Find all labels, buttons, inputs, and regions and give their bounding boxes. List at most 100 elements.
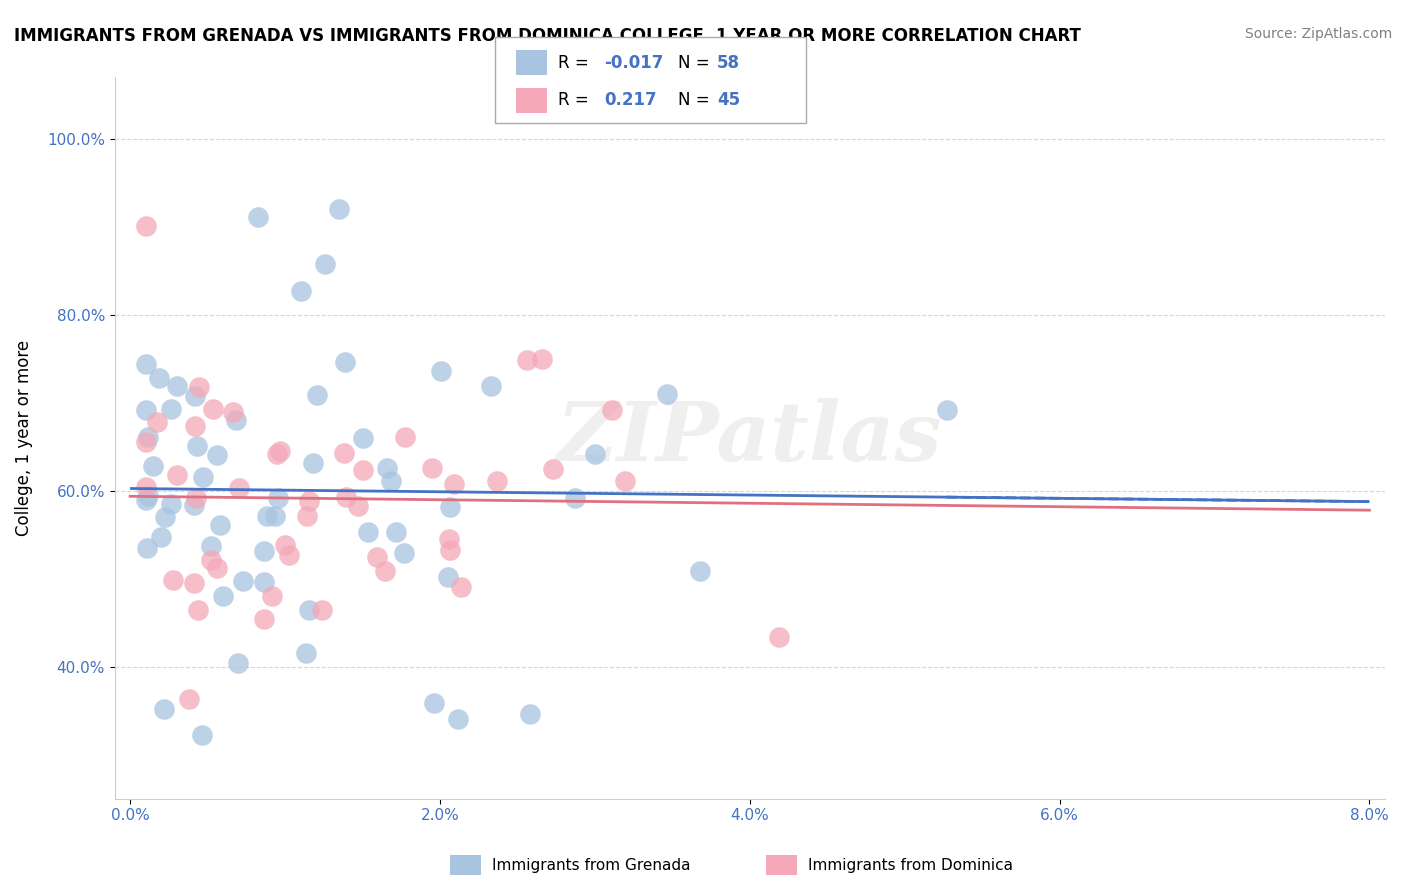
Point (564, 491, 586, 506)
Point (423, 696, 446, 710)
Point (262, 589, 284, 603)
Point (613, 475, 636, 489)
Text: 45: 45 (717, 91, 740, 110)
Point (135, 480, 157, 494)
Point (269, 444, 291, 458)
Point (311, 603, 333, 617)
Point (225, 413, 247, 427)
Point (443, 476, 465, 491)
Point (202, 401, 225, 416)
Point (375, 460, 398, 475)
Point (266, 491, 288, 505)
Point (256, 509, 278, 524)
Point (689, 564, 711, 578)
Point (305, 387, 328, 401)
Text: R =: R = (558, 91, 595, 110)
Point (352, 431, 374, 445)
Point (295, 646, 318, 660)
Point (394, 546, 416, 560)
Point (153, 510, 176, 524)
Point (430, 364, 453, 378)
Point (205, 561, 228, 575)
Point (152, 702, 174, 716)
Text: Source: ZipAtlas.com: Source: ZipAtlas.com (1244, 27, 1392, 41)
Point (228, 481, 250, 495)
Text: 58: 58 (717, 54, 740, 71)
Point (190, 728, 212, 742)
Point (439, 500, 461, 515)
Point (193, 470, 215, 484)
Point (135, 219, 157, 234)
Point (266, 447, 288, 461)
Point (228, 657, 250, 671)
Point (160, 497, 183, 511)
Point (481, 379, 503, 393)
Point (253, 575, 276, 590)
Point (184, 418, 207, 433)
Text: 0.217: 0.217 (605, 91, 657, 110)
Point (200, 539, 222, 553)
Point (277, 548, 299, 562)
Point (149, 530, 172, 544)
Point (380, 474, 402, 488)
Point (437, 532, 460, 546)
Point (232, 574, 254, 588)
Point (768, 630, 790, 644)
Point (162, 573, 184, 587)
Point (447, 712, 470, 726)
Point (655, 387, 678, 401)
Point (135, 403, 157, 417)
Point (439, 543, 461, 558)
Point (600, 403, 623, 417)
Point (209, 517, 232, 532)
Point (160, 402, 183, 417)
Text: N =: N = (678, 54, 714, 71)
Point (187, 602, 209, 616)
Point (486, 475, 509, 489)
Point (247, 210, 270, 224)
Point (211, 590, 233, 604)
Y-axis label: College, 1 year or more: College, 1 year or more (15, 340, 32, 536)
Point (290, 285, 312, 299)
Point (437, 570, 460, 584)
Point (314, 257, 336, 271)
Point (253, 612, 276, 626)
Point (222, 405, 245, 419)
Point (184, 389, 207, 403)
Point (183, 575, 205, 590)
Point (420, 461, 443, 475)
Text: Immigrants from Dominica: Immigrants from Dominica (808, 858, 1014, 872)
Point (541, 461, 564, 475)
Point (295, 508, 318, 523)
Point (333, 445, 356, 459)
Point (935, 403, 957, 417)
Point (385, 525, 408, 540)
Point (298, 493, 321, 508)
Point (333, 355, 356, 369)
Point (374, 564, 396, 578)
Point (394, 430, 416, 444)
Point (135, 434, 157, 449)
Point (135, 357, 157, 371)
Text: Immigrants from Grenada: Immigrants from Grenada (492, 858, 690, 872)
Text: ZIPatlas: ZIPatlas (557, 398, 942, 478)
Point (450, 580, 472, 594)
Point (188, 380, 211, 394)
Point (328, 202, 350, 216)
Point (186, 491, 208, 505)
Point (148, 371, 170, 385)
Point (183, 498, 205, 512)
Point (200, 553, 222, 567)
Point (347, 499, 370, 513)
Text: R =: R = (558, 54, 595, 71)
Point (252, 544, 274, 558)
Point (138, 430, 160, 444)
Point (136, 490, 159, 504)
Point (583, 447, 606, 461)
Point (274, 538, 297, 552)
Text: -0.017: -0.017 (605, 54, 664, 71)
Point (136, 541, 159, 556)
Point (135, 493, 157, 508)
Point (298, 603, 321, 617)
Point (186, 439, 208, 453)
